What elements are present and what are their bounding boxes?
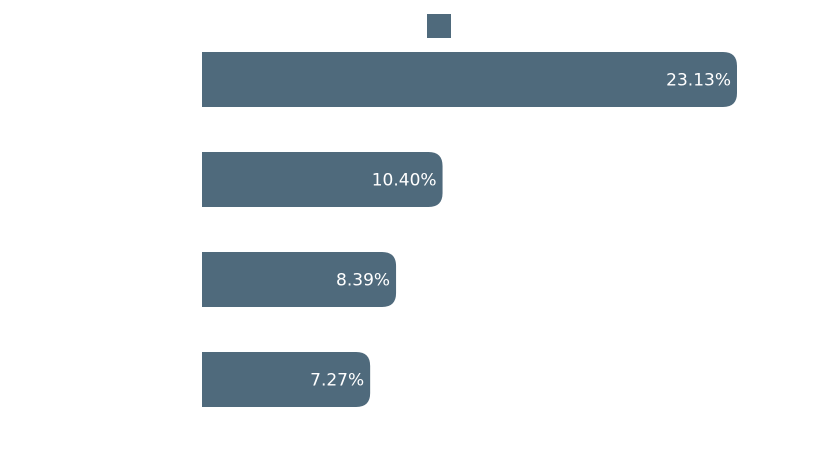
data-labels-group: 23.13% 10.40% 8.39% 7.27% — [310, 71, 731, 391]
legend-swatch — [427, 14, 451, 38]
bar-3 — [202, 252, 397, 307]
data-label-4: 7.27% — [310, 371, 364, 391]
data-label-2: 10.40% — [372, 171, 437, 191]
bar-2 — [202, 152, 443, 207]
bars-group — [202, 52, 737, 407]
data-label-3: 8.39% — [336, 271, 390, 291]
bar-1 — [202, 52, 737, 107]
bar-4 — [202, 352, 371, 407]
data-label-1: 23.13% — [666, 71, 731, 91]
